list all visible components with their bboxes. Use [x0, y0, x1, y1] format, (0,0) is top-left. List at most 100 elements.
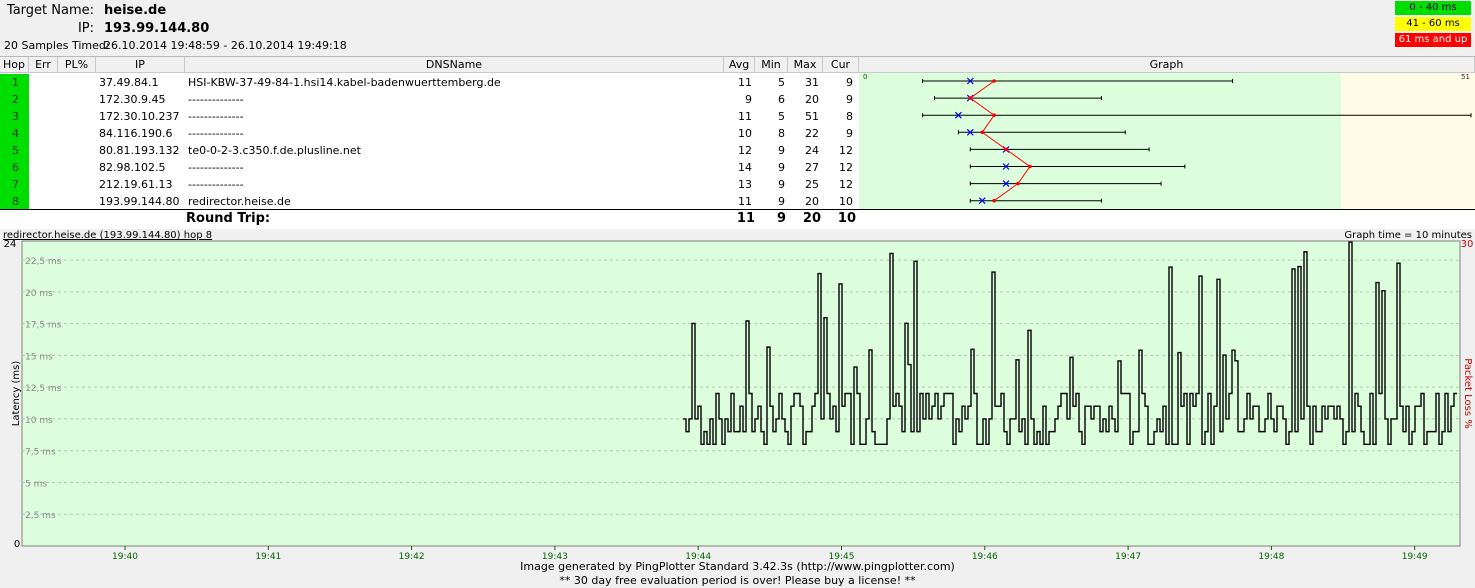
round-trip-max: 20 [802, 211, 821, 226]
round-trip-label: Round Trip: [186, 211, 271, 226]
col-hop[interactable]: Hop [0, 57, 29, 73]
hop-avg-point [980, 130, 985, 135]
latency-trace [683, 241, 1457, 446]
table-row[interactable]: 4 84.116.190.6 -------------- 10 8 22 9 [0, 125, 1475, 142]
hop-dns-cell: -------------- [188, 127, 244, 140]
hop-min-cell: 5 [778, 76, 785, 89]
hop-cur-cell: 9 [846, 76, 853, 89]
legend-green: 0 - 40 ms [1395, 1, 1471, 15]
samples-value: 26.10.2014 19:48:59 - 26.10.2014 19:49:1… [104, 39, 347, 52]
table-row[interactable]: 3 172.30.10.237 -------------- 11 5 51 8 [0, 108, 1475, 125]
table-row[interactable]: 1 37.49.84.1 HSI-KBW-37-49-84-1.hsi14.kabe… [0, 74, 1475, 91]
timeline-grid-label: 5 ms [25, 479, 47, 489]
hop-avg-cell: 11 [738, 195, 752, 208]
ip-value: 193.99.144.80 [104, 21, 210, 36]
hop-min-cell: 9 [778, 161, 785, 174]
x-axis-label: 19:45 [829, 552, 855, 559]
hop-hop-cell: 6 [0, 159, 29, 176]
col-pl[interactable]: PL% [58, 57, 96, 73]
col-err[interactable]: Err [29, 57, 58, 73]
hop-min-cell: 9 [778, 144, 785, 157]
col-max[interactable]: Max [788, 57, 823, 73]
hop-avg-point [992, 198, 996, 203]
col-avg[interactable]: Avg [724, 57, 755, 73]
hop-min-cell: 6 [778, 93, 785, 106]
hop-ip-cell: 37.49.84.1 [99, 76, 159, 89]
hop-max-cell: 22 [805, 127, 819, 140]
hop-min-cell: 9 [778, 195, 785, 208]
footer-generated: Image generated by PingPlotter Standard … [520, 560, 955, 573]
timeline-title[interactable]: redirector.heise.de (193.99.144.80) hop … [3, 230, 213, 241]
ip-label: IP: [77, 21, 94, 36]
hop-current-marker [978, 197, 986, 205]
target-info-header: Target Name: heise.de IP: 193.99.144.80 … [0, 0, 1475, 57]
samples-label: 20 Samples Timed: [4, 39, 110, 52]
timeline-panel: redirector.heise.de (193.99.144.80) hop … [0, 229, 1475, 588]
round-trip-avg: 11 [736, 211, 755, 226]
table-row[interactable]: 8 193.99.144.80 redirector.heise.de 11 9 20 10 [0, 193, 1475, 210]
graph-time-label: Graph time = 10 minutes [1344, 230, 1472, 241]
col-min[interactable]: Min [755, 57, 788, 73]
x-axis-label: 19:47 [1115, 552, 1141, 559]
hop-max-cell: 20 [805, 93, 819, 106]
y-axis-title: Latency (ms) [11, 361, 22, 427]
timeline-grid-label: 10 ms [25, 416, 53, 426]
hop-hop-cell: 7 [0, 176, 29, 193]
hop-dns-cell: te0-0-2-3.c350.f.de.plusline.net [188, 144, 361, 157]
hop-cur-cell: 9 [846, 93, 853, 106]
x-axis-label: 19:41 [255, 552, 281, 559]
hop-min-cell: 8 [778, 127, 785, 140]
y2-axis-max-label: 30 [1461, 239, 1474, 250]
x-axis-label: 19:42 [399, 552, 425, 559]
x-axis-label: 19:48 [1258, 552, 1284, 559]
hop-min-cell: 5 [778, 110, 785, 123]
hop-dns-cell: -------------- [188, 178, 244, 191]
hop-ip-cell: 84.116.190.6 [99, 127, 173, 140]
hop-cur-cell: 12 [839, 178, 853, 191]
table-row[interactable]: 6 82.98.102.5 -------------- 14 9 27 12 [0, 159, 1475, 176]
hop-max-cell: 25 [805, 178, 819, 191]
hop-min-cell: 9 [778, 178, 785, 191]
hop-avg-cell: 9 [745, 93, 752, 106]
hop-current-marker [966, 77, 974, 85]
hop-current-marker [954, 111, 962, 119]
table-row[interactable]: 7 212.19.61.13 -------------- 13 9 25 12 [0, 176, 1475, 193]
hop-ip-cell: 80.81.193.132 [99, 144, 180, 157]
round-trip-cur: 10 [837, 211, 856, 226]
hop-avg-point [992, 113, 996, 117]
x-axis-label: 19:44 [685, 552, 711, 559]
hop-cur-cell: 9 [846, 127, 853, 140]
hop-avg-point [1016, 181, 1020, 186]
hop-hop-cell: 2 [0, 91, 29, 108]
hop-graph-area: 0 51 [859, 73, 1475, 209]
hop-max-cell: 27 [805, 161, 819, 174]
hop-avg-cell: 11 [738, 76, 752, 89]
timeline-grid-label: 2,5 ms [25, 511, 56, 521]
hop-table: Hop Err PL% IP DNSName Avg Min Max Cur G… [0, 57, 1475, 228]
hop-avg-point [1004, 147, 1008, 152]
hop-graph-max-label: 51 [1461, 73, 1470, 81]
hop-ip-cell: 82.98.102.5 [99, 161, 166, 174]
table-row[interactable]: 5 80.81.193.132 te0-0-2-3.c350.f.de.plusli… [0, 142, 1475, 159]
hop-hop-cell: 4 [0, 125, 29, 142]
hop-avg-point [968, 96, 973, 100]
col-graph[interactable]: Graph [859, 57, 1475, 73]
hop-avg-cell: 12 [738, 144, 752, 157]
hop-cur-cell: 12 [839, 144, 853, 157]
timeline-grid-label: 22,5 ms [25, 257, 62, 267]
hop-avg-point [1028, 164, 1032, 169]
col-dnsname[interactable]: DNSName [185, 57, 724, 73]
hop-hop-cell: 3 [0, 108, 29, 125]
timeline-plot-bg [21, 240, 1461, 547]
hop-avg-cell: 14 [738, 161, 752, 174]
col-cur[interactable]: Cur [823, 57, 859, 73]
legend-yellow: 41 - 60 ms [1395, 17, 1471, 31]
hop-hop-cell: 8 [0, 193, 29, 210]
x-axis-label: 19:43 [542, 552, 568, 559]
table-row[interactable]: 2 172.30.9.45 -------------- 9 6 20 9 [0, 91, 1475, 108]
hop-max-cell: 51 [805, 110, 819, 123]
legend-red: 61 ms and up [1395, 33, 1471, 47]
hop-current-marker [1002, 180, 1010, 188]
y-axis-max-label: 24 [4, 239, 17, 250]
col-ip[interactable]: IP [96, 57, 185, 73]
